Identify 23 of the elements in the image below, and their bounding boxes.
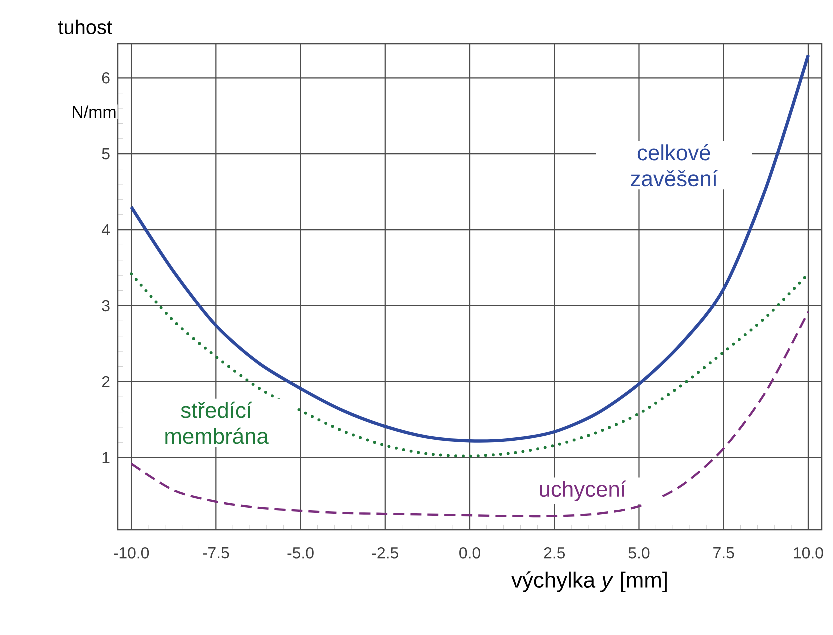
x-tick-label: 7.5 — [714, 548, 734, 559]
x-tick-label: 10.0 — [794, 548, 824, 559]
line-series — [130, 310, 810, 518]
y-tick-label: 2 — [102, 376, 110, 388]
line-series — [130, 54, 810, 443]
text: N/mm — [73, 106, 116, 118]
x-axis-title: výchylka y [mm] — [512, 572, 667, 592]
x-tick-label: 2.5 — [544, 548, 566, 559]
series-label: středící membrána — [166, 402, 269, 444]
y-axis-title: tuhost — [58, 20, 112, 34]
y-tick-label: 6 — [102, 72, 110, 84]
text: celkové zavěšení — [631, 144, 718, 187]
y-tick-label: 5 — [102, 148, 110, 160]
series-label: uchycení — [540, 480, 626, 502]
x-tick-label: -10.0 — [114, 548, 150, 559]
x-tick-label: 0.0 — [460, 548, 480, 559]
x-tick-label: 5.0 — [628, 548, 650, 559]
y-tick-label: 4 — [102, 224, 110, 236]
y-tick-label: 3 — [102, 300, 110, 312]
y-tick-label: 1 — [102, 452, 110, 464]
x-tick-label: -5.0 — [288, 548, 314, 559]
x-tick-label: -2.5 — [372, 548, 398, 559]
x-tick-label: -7.5 — [203, 548, 230, 559]
